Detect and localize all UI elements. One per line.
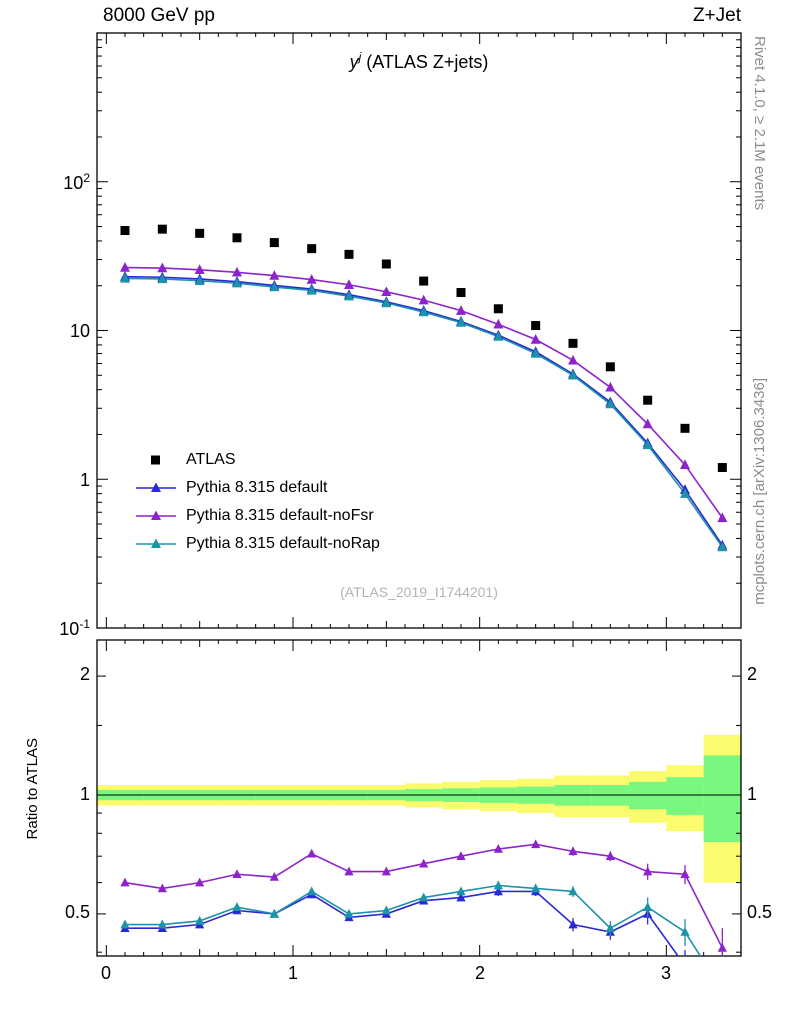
ratio-axis-title: Ratio to ATLAS [24, 738, 41, 840]
legend-item: ATLAS [134, 446, 380, 474]
process-label: Z+Jet [692, 5, 741, 26]
rivet-version-label: Rivet 4.1.0, ≥ 2.1M events [751, 36, 768, 211]
y-axis-tick-label: 1 [79, 470, 90, 490]
analysis-watermark: (ATLAS_2019_I1744201) [340, 584, 498, 600]
y-axis-tick-label: 10-1 [59, 617, 90, 639]
triangle-line-marker-icon [136, 482, 176, 492]
ratio-tick-label: 0.5 [64, 902, 90, 922]
y-axis-tick-label: 10 [69, 321, 90, 341]
square-marker-icon [151, 455, 160, 465]
observable-superscript: j [358, 50, 362, 64]
ratio-tick-label: 1 [747, 784, 758, 804]
ratio-tick-label: 2 [747, 664, 758, 684]
ratio-tick-label: 0.5 [747, 902, 773, 922]
plot-title: yj (ATLAS Z+jets) [97, 50, 741, 73]
x-axis-tick-label: 0 [100, 963, 111, 983]
legend-item-label: Pythia 8.315 default-noFsr [186, 507, 374, 524]
x-axis-tick-label: 3 [660, 963, 671, 983]
triangle-line-marker-icon [136, 538, 176, 548]
legend-item: Pythia 8.315 default [134, 474, 380, 502]
legend-item-label: ATLAS [186, 451, 236, 468]
ratio-tick-label: 1 [79, 784, 90, 804]
x-axis-tick-label: 1 [287, 963, 298, 983]
mcplots-reference-label: mcplots.cern.ch [arXiv:1306.3436] [751, 378, 768, 605]
legend-item: Pythia 8.315 default-noRap [134, 530, 380, 558]
y-axis-tick-label: 102 [63, 171, 90, 193]
triangle-line-marker-icon [136, 510, 176, 520]
legend-item-label: Pythia 8.315 default [186, 479, 328, 496]
observable-symbol: y [349, 52, 359, 72]
plot-title-rest: (ATLAS Z+jets) [361, 52, 489, 72]
legend-item: Pythia 8.315 default-noFsr [134, 502, 380, 530]
beam-energy-label: 8000 GeV pp [103, 5, 215, 26]
legend-item-label: Pythia 8.315 default-noRap [186, 535, 380, 552]
ratio-tick-label: 2 [79, 664, 90, 684]
legend: ATLAS Pythia 8.315 default Pythia 8.315 de… [134, 446, 380, 558]
x-axis-tick-label: 2 [474, 963, 485, 983]
